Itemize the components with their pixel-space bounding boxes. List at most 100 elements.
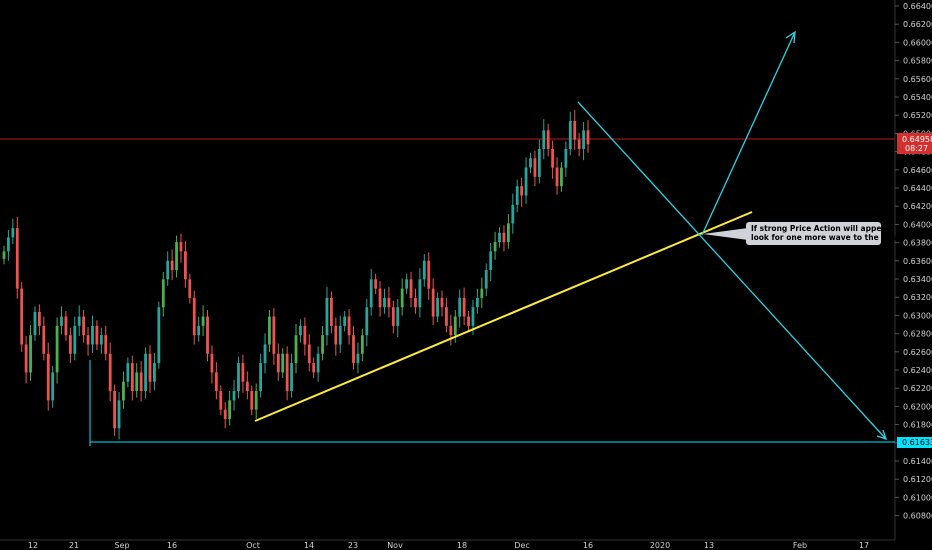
candle-body xyxy=(467,316,470,326)
annotation-line-2: look for one more wave to the upside. xyxy=(751,233,912,242)
candle-body xyxy=(343,316,347,326)
candle-body xyxy=(533,158,537,177)
current-price-tag-bg xyxy=(897,133,932,154)
time-tick-label: 16 xyxy=(583,541,593,550)
candle-body xyxy=(144,353,147,392)
candle-body xyxy=(299,325,302,336)
candle-body xyxy=(130,363,134,392)
candle-body xyxy=(338,325,342,345)
candle-body xyxy=(427,260,431,289)
candle-body xyxy=(294,335,298,364)
candle-body xyxy=(586,130,590,145)
candlestick-series xyxy=(2,109,590,440)
candle-body xyxy=(374,279,378,289)
candle-body xyxy=(20,288,24,345)
candle-body xyxy=(409,279,413,298)
candle-body xyxy=(206,316,209,354)
candle-body xyxy=(232,391,236,401)
candle-body xyxy=(515,186,519,205)
candle-body xyxy=(524,167,528,196)
ascending-trendline[interactable] xyxy=(254,211,753,422)
candle-body xyxy=(99,335,103,345)
candle-body xyxy=(250,391,254,410)
candle-body xyxy=(329,297,333,326)
candle-body xyxy=(498,232,501,243)
candle-body xyxy=(228,400,232,419)
candle-body xyxy=(188,279,192,298)
candle-body xyxy=(577,139,581,149)
time-tick-label: 17 xyxy=(859,541,869,550)
time-tick-label: 16 xyxy=(167,541,177,550)
candle-body xyxy=(29,335,32,373)
candle-body xyxy=(414,297,417,308)
projection-up-line[interactable] xyxy=(701,31,796,236)
candle-body xyxy=(422,260,426,280)
candle-body xyxy=(276,353,280,373)
candle-body xyxy=(55,325,59,373)
annotation-line-1: If strong Price Action will appear xyxy=(751,224,891,233)
candle-body xyxy=(179,242,183,252)
candle-body xyxy=(502,232,506,243)
candle-body xyxy=(197,325,201,336)
candle-body xyxy=(560,167,563,187)
time-tick-label: 14 xyxy=(304,541,314,550)
candle-body xyxy=(7,237,10,252)
candle-body xyxy=(307,344,311,364)
candle-body xyxy=(418,279,422,308)
support-price-value: 0.61633 xyxy=(902,438,932,447)
current-price-value: 0.64958 xyxy=(902,135,932,144)
candle-body xyxy=(82,316,86,336)
time-tick-label: 23 xyxy=(348,541,358,550)
time-axis[interactable]: 12 21 Sep 16 Oct 14 23 Nov 18 Dec 16 2020 13 Feb 17 xyxy=(28,541,869,550)
candle-body xyxy=(489,251,493,270)
candle-body xyxy=(546,130,550,149)
candle-body xyxy=(365,307,369,336)
candle-body xyxy=(529,158,532,168)
candle-body xyxy=(321,335,324,354)
candle-body xyxy=(542,130,546,149)
candle-body xyxy=(436,297,439,317)
support-price-tag-bg xyxy=(897,437,932,448)
candle-body xyxy=(104,335,108,354)
down-arrowhead xyxy=(876,429,888,441)
current-price-tag: 0.64958 08:27 xyxy=(897,133,932,154)
annotation-callout[interactable]: If strong Price Action will appear look … xyxy=(703,222,912,245)
time-tick-label: Oct xyxy=(246,541,260,550)
candle-body xyxy=(148,353,152,382)
candle-body xyxy=(352,335,355,364)
candle-body xyxy=(259,363,263,392)
projection-down-line[interactable] xyxy=(577,101,887,440)
candle-body xyxy=(64,316,68,336)
candle-body xyxy=(400,288,404,308)
candle-body xyxy=(582,130,585,149)
candle-body xyxy=(449,325,453,336)
candle-body xyxy=(139,372,143,392)
candle-body xyxy=(555,167,559,187)
candle-body xyxy=(387,297,391,308)
candle-body xyxy=(551,148,555,168)
candle-body xyxy=(520,186,524,196)
candle-body xyxy=(2,251,6,259)
candle-body xyxy=(564,148,568,168)
candle-body xyxy=(201,316,205,326)
candle-body xyxy=(77,316,81,326)
candle-body xyxy=(46,353,50,401)
time-tick-label: Nov xyxy=(387,541,403,550)
candle-body xyxy=(506,223,510,243)
